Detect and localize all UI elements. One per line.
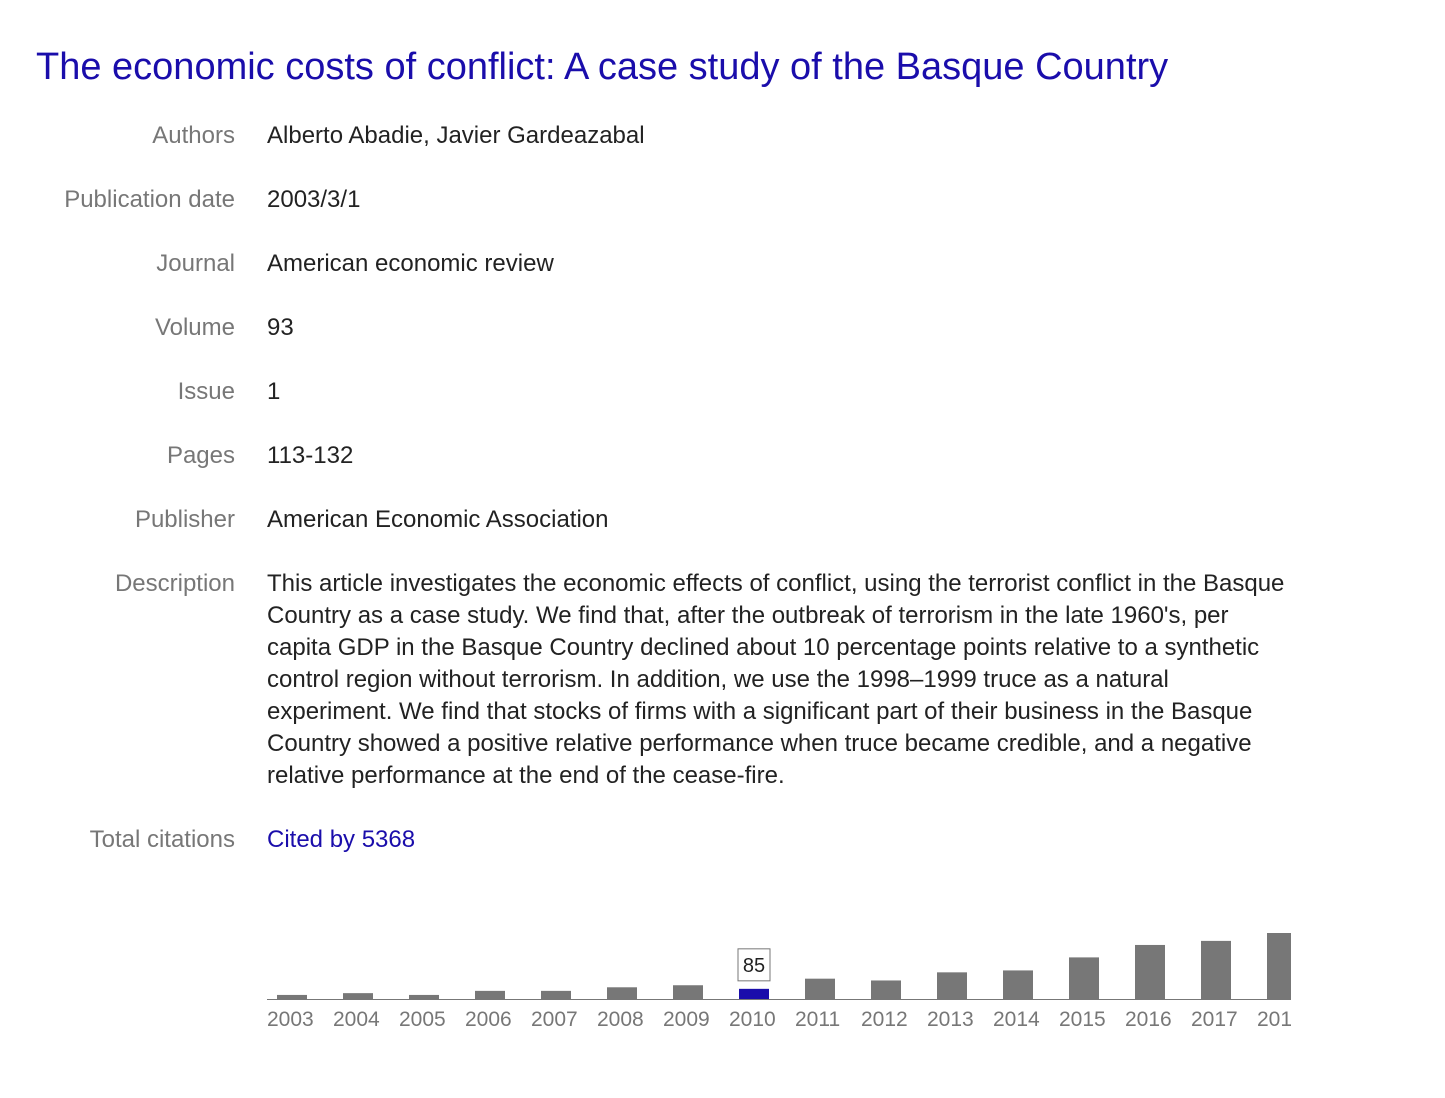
description-row: Description This article investigates th…	[0, 568, 1445, 792]
metadata-fields: Authors Alberto Abadie, Javier Gardeazab…	[0, 120, 1445, 888]
journal-value: American economic review	[267, 250, 554, 277]
article-title-link[interactable]: The economic costs of conflict: A case s…	[36, 46, 1169, 88]
volume-row: Volume 93	[0, 312, 1445, 344]
citation-bar-2007[interactable]	[541, 990, 571, 999]
citation-bar-2004[interactable]	[343, 993, 373, 999]
year-tick-label: 201	[1257, 1008, 1292, 1031]
citation-bar-2012[interactable]	[871, 980, 901, 999]
year-tick-label: 2008	[597, 1008, 644, 1031]
journal-row: Journal American economic review	[0, 248, 1445, 280]
journal-label: Journal	[156, 250, 235, 277]
year-tick-label: 2010	[729, 1008, 776, 1031]
publisher-row: Publisher American Economic Association	[0, 504, 1445, 536]
year-tick-label: 2013	[927, 1008, 974, 1031]
year-tick-label: 2015	[1059, 1008, 1106, 1031]
year-tick-label: 2014	[993, 1008, 1040, 1031]
publisher-value: American Economic Association	[267, 506, 609, 533]
authors-value: Alberto Abadie, Javier Gardeazabal	[267, 122, 645, 149]
authors-row: Authors Alberto Abadie, Javier Gardeazab…	[0, 120, 1445, 152]
citation-bar-2016[interactable]	[1135, 944, 1165, 999]
year-tick-label: 2006	[465, 1008, 512, 1031]
year-tick-label: 2009	[663, 1008, 710, 1031]
citation-bar-2014[interactable]	[1003, 970, 1033, 999]
year-tick-label: 2016	[1125, 1008, 1172, 1031]
citation-bar-2005[interactable]	[409, 994, 439, 999]
year-tick-label: 2012	[861, 1008, 908, 1031]
issue-value: 1	[267, 378, 281, 405]
total-citations-row: Total citations Cited by 5368	[0, 824, 1445, 856]
publication-date-value: 2003/3/1	[267, 186, 361, 213]
description-value: This article investigates the economic e…	[267, 570, 1285, 789]
citation-bar-2006[interactable]	[475, 990, 505, 999]
year-tick-label: 2007	[531, 1008, 578, 1031]
description-label: Description	[114, 570, 235, 597]
citation-bar-2009[interactable]	[673, 985, 703, 999]
citation-bar-2015[interactable]	[1069, 957, 1099, 999]
pages-row: Pages 113-132	[0, 440, 1445, 472]
cited-by-link[interactable]: Cited by 5368	[267, 826, 416, 853]
issue-label: Issue	[177, 378, 235, 405]
citation-bar-2011[interactable]	[805, 978, 835, 999]
publication-date-label: Publication date	[64, 186, 235, 213]
bar-tooltip-box	[737, 948, 771, 982]
year-tick-label: 2005	[399, 1008, 446, 1031]
issue-row: Issue 1	[0, 376, 1445, 408]
pages-label: Pages	[166, 442, 235, 469]
total-citations-label: Total citations	[89, 826, 235, 853]
volume-value: 93	[267, 314, 294, 341]
citation-bar-201[interactable]	[1267, 933, 1297, 999]
citation-bar-2008[interactable]	[607, 987, 637, 999]
authors-label: Authors	[152, 122, 235, 149]
pages-value: 113-132	[267, 442, 354, 469]
citation-bar-2013[interactable]	[937, 972, 967, 999]
citation-bar-2017[interactable]	[1201, 940, 1231, 999]
bar-tooltip-value: 85	[743, 955, 765, 977]
volume-label: Volume	[154, 314, 235, 341]
year-tick-label: 2017	[1191, 1008, 1238, 1031]
year-tick-label: 2011	[795, 1008, 840, 1031]
year-tick-label: 2004	[333, 1008, 380, 1031]
publisher-label: Publisher	[134, 506, 235, 533]
year-tick-label: 2003	[267, 1008, 314, 1031]
citation-bar-2003[interactable]	[277, 994, 307, 999]
publication-date-row: Publication date 2003/3/1	[0, 184, 1445, 216]
citation-bar-2010[interactable]	[739, 988, 769, 999]
